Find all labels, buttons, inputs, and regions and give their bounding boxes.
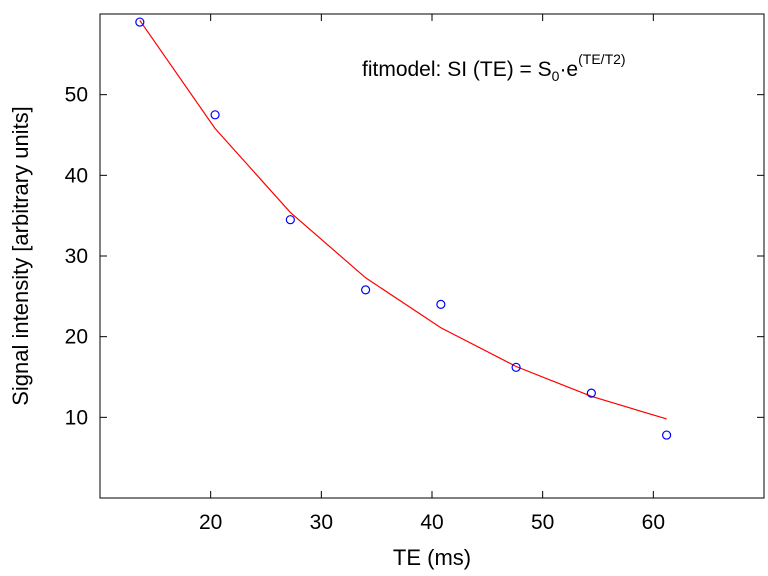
annotation-middle: ·e: [559, 58, 578, 81]
data-point-marker: [436, 299, 446, 309]
data-point-marker: [662, 430, 672, 440]
annotation-superscript: (TE/T2): [578, 51, 625, 67]
y-tick-label: 40: [65, 164, 88, 187]
x-axis-label: TE (ms): [393, 545, 471, 570]
fit-curve: [139, 20, 667, 420]
plot-area: [99, 13, 765, 499]
x-tick-label: 20: [199, 511, 222, 534]
x-tick-label: 40: [420, 511, 443, 534]
x-tick-label: 30: [310, 511, 333, 534]
data-point-marker: [285, 215, 295, 225]
plot-layer: [135, 17, 672, 440]
data-point-marker: [210, 110, 220, 120]
y-tick-label: 50: [65, 84, 88, 107]
data-point-marker: [586, 388, 596, 398]
fit-model-annotation: fitmodel: SI (TE) = S0·e(TE/T2): [362, 51, 626, 84]
data-point-marker: [135, 17, 145, 27]
data-point-marker: [361, 285, 371, 295]
y-axis-ticks: 10 20 30 40 50: [65, 84, 764, 429]
x-tick-label: 60: [642, 511, 665, 534]
x-tick-label: 50: [531, 511, 554, 534]
y-tick-label: 20: [65, 326, 88, 349]
annotation-prefix: fitmodel: SI (TE) = S: [362, 58, 552, 81]
data-point-marker: [511, 362, 521, 372]
x-axis-ticks: 20 30 40 50 60: [199, 14, 665, 534]
y-tick-label: 10: [65, 406, 88, 429]
y-tick-label: 30: [65, 245, 88, 268]
annotation-subscript: 0: [552, 68, 560, 84]
y-axis-label: Signal intensity [arbitrary units]: [8, 106, 33, 406]
